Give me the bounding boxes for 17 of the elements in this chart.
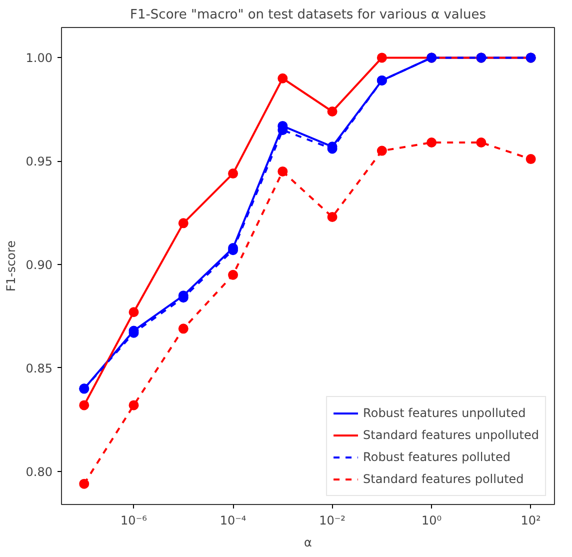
- chart-title: F1-Score "macro" on test datasets for various α values: [130, 8, 486, 22]
- y-tick-label: 0.85: [26, 361, 52, 376]
- y-axis-title: F1-score: [4, 240, 18, 292]
- x-tick-label: 10⁻²: [319, 514, 346, 528]
- legend-label: Robust features unpolluted: [363, 406, 526, 420]
- legend-label: Standard features polluted: [363, 472, 524, 486]
- legend-label: Robust features polluted: [363, 450, 511, 464]
- y-tick-label: 0.80: [26, 464, 52, 479]
- y-tick-label: 1.00: [26, 51, 52, 66]
- legend-label: Standard features unpolluted: [363, 428, 539, 442]
- x-tick-label: 10⁰: [422, 514, 442, 528]
- x-axis-title: α: [304, 536, 312, 550]
- x-tick-label: 10⁻⁴: [220, 514, 246, 528]
- y-tick-label: 0.90: [26, 258, 52, 272]
- x-tick-label: 10²: [520, 514, 542, 528]
- y-tick-label: 0.95: [26, 154, 52, 169]
- x-tick-label: 10⁻⁶: [120, 514, 148, 528]
